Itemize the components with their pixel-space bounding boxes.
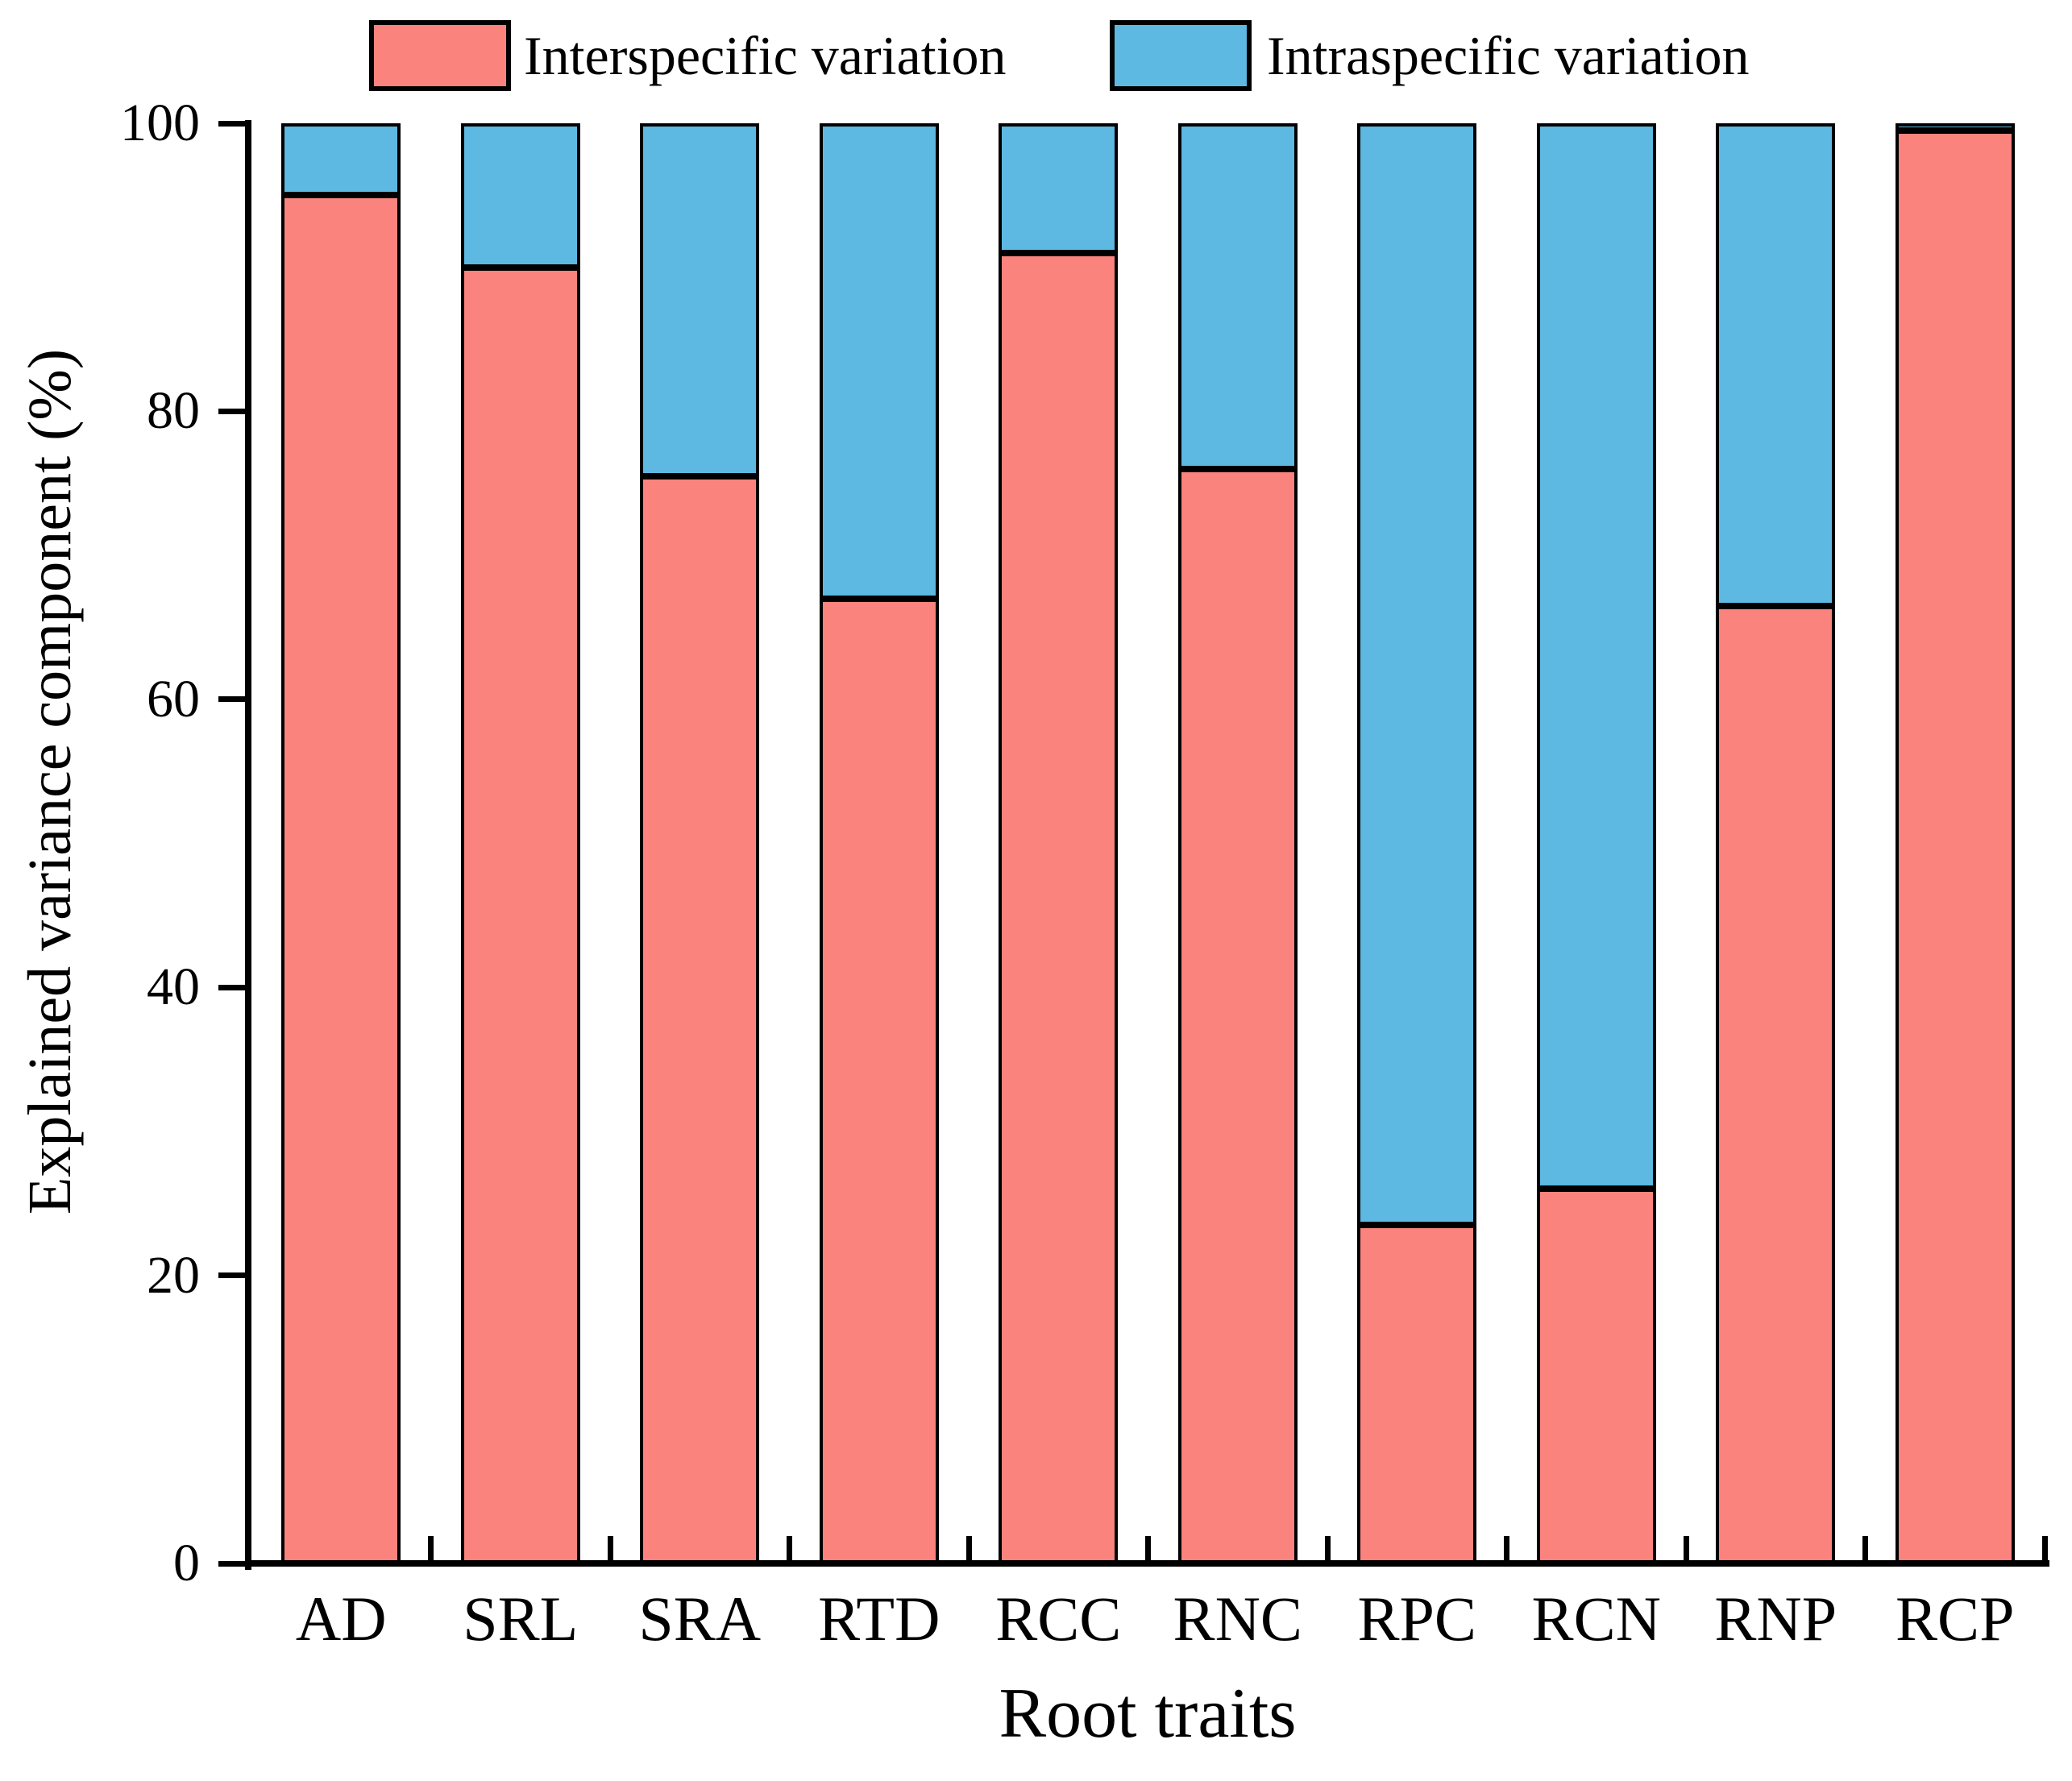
bar-segment-RCC-interspecific bbox=[999, 252, 1119, 1563]
y-tick-80 bbox=[218, 408, 251, 414]
bar-segment-RCN-interspecific bbox=[1536, 1189, 1656, 1563]
bar-segment-SRA-intraspecific bbox=[640, 123, 760, 476]
y-tick-40 bbox=[218, 984, 251, 990]
category-label-RTD: RTD bbox=[818, 1584, 940, 1654]
x-tick-8 bbox=[1683, 1536, 1689, 1560]
legend-label-interspecific: Interspecific variation bbox=[524, 25, 1007, 86]
category-label-SRL: SRL bbox=[463, 1584, 579, 1654]
y-tick-label-20: 20 bbox=[147, 1245, 200, 1305]
bar-segment-RTD-intraspecific bbox=[819, 123, 939, 599]
x-tick-2 bbox=[607, 1536, 613, 1560]
y-tick-60 bbox=[218, 696, 251, 703]
bar-segment-RTD-interspecific bbox=[819, 598, 939, 1563]
y-tick-100 bbox=[218, 120, 251, 127]
x-tick-3 bbox=[787, 1536, 792, 1560]
bar-segment-SRL-intraspecific bbox=[460, 123, 580, 268]
category-label-SRA: SRA bbox=[638, 1584, 762, 1654]
x-tick-10 bbox=[2041, 1536, 2048, 1560]
bar-segment-SRA-interspecific bbox=[640, 475, 760, 1563]
legend-swatch-interspecific bbox=[369, 20, 511, 91]
x-tick-1 bbox=[428, 1536, 434, 1560]
y-tick-0 bbox=[218, 1560, 251, 1567]
bar-segment-RCC-intraspecific bbox=[999, 123, 1119, 253]
category-label-RCN: RCN bbox=[1531, 1584, 1661, 1654]
x-tick-5 bbox=[1145, 1536, 1151, 1560]
bar-segment-RPC-intraspecific bbox=[1357, 123, 1477, 1226]
category-label-RNC: RNC bbox=[1173, 1584, 1302, 1654]
bar-segment-RNC-intraspecific bbox=[1177, 123, 1298, 469]
y-tick-20 bbox=[218, 1272, 251, 1279]
bar-segment-AD-intraspecific bbox=[281, 123, 401, 196]
category-label-RCC: RCC bbox=[995, 1584, 1122, 1654]
bar-segment-RPC-interspecific bbox=[1357, 1225, 1477, 1563]
bar-segment-RCP-interspecific bbox=[1895, 130, 2015, 1563]
bar-segment-SRL-interspecific bbox=[460, 267, 580, 1563]
x-axis-title: Root traits bbox=[999, 1675, 1297, 1753]
y-tick-label-40: 40 bbox=[147, 957, 200, 1017]
category-label-AD: AD bbox=[295, 1584, 387, 1654]
x-tick-7 bbox=[1504, 1536, 1509, 1560]
legend-swatch-intraspecific bbox=[1110, 20, 1252, 91]
x-tick-9 bbox=[1862, 1536, 1868, 1560]
category-label-RCP: RCP bbox=[1896, 1584, 2015, 1654]
bar-segment-AD-interspecific bbox=[281, 195, 401, 1563]
bar-segment-RCP-intraspecific bbox=[1895, 123, 2015, 131]
bar-segment-RNC-interspecific bbox=[1177, 468, 1298, 1563]
y-tick-label-100: 100 bbox=[120, 93, 200, 152]
x-tick-6 bbox=[1324, 1536, 1331, 1560]
y-axis-line bbox=[245, 120, 251, 1570]
x-axis-line bbox=[245, 1560, 2049, 1567]
bar-segment-RNP-intraspecific bbox=[1716, 123, 1836, 606]
y-tick-label-60: 60 bbox=[147, 669, 200, 729]
legend-label-intraspecific: Intraspecific variation bbox=[1267, 25, 1750, 86]
bar-segment-RNP-interspecific bbox=[1716, 605, 1836, 1563]
category-label-RNP: RNP bbox=[1714, 1584, 1837, 1654]
x-tick-4 bbox=[965, 1536, 972, 1560]
y-tick-label-80: 80 bbox=[147, 381, 200, 441]
y-tick-label-0: 0 bbox=[173, 1534, 200, 1592]
y-axis-title: Explained variance component (%) bbox=[16, 348, 84, 1215]
bar-segment-RCN-intraspecific bbox=[1536, 123, 1656, 1189]
category-label-RPC: RPC bbox=[1357, 1584, 1476, 1654]
